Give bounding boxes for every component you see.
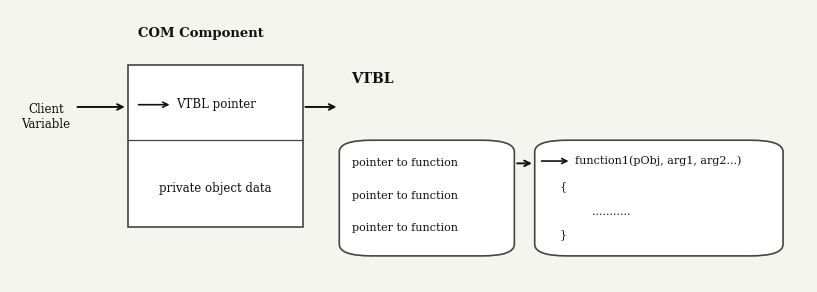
Text: private object data: private object data [158,182,271,194]
Text: pointer to function: pointer to function [351,223,458,233]
Text: pointer to function: pointer to function [351,191,458,201]
Text: {: { [559,181,566,192]
Text: }: } [559,230,566,241]
Text: ...........: ........... [592,207,630,217]
Text: pointer to function: pointer to function [351,158,458,168]
FancyBboxPatch shape [127,65,302,227]
FancyBboxPatch shape [339,140,515,256]
Text: VTBL pointer: VTBL pointer [176,98,257,111]
FancyBboxPatch shape [534,140,783,256]
Text: VTBL: VTBL [351,72,394,86]
Text: COM Component: COM Component [138,27,264,40]
Text: Client
Variable: Client Variable [21,103,71,131]
Text: function1(pObj, arg1, arg2...): function1(pObj, arg1, arg2...) [575,156,742,166]
